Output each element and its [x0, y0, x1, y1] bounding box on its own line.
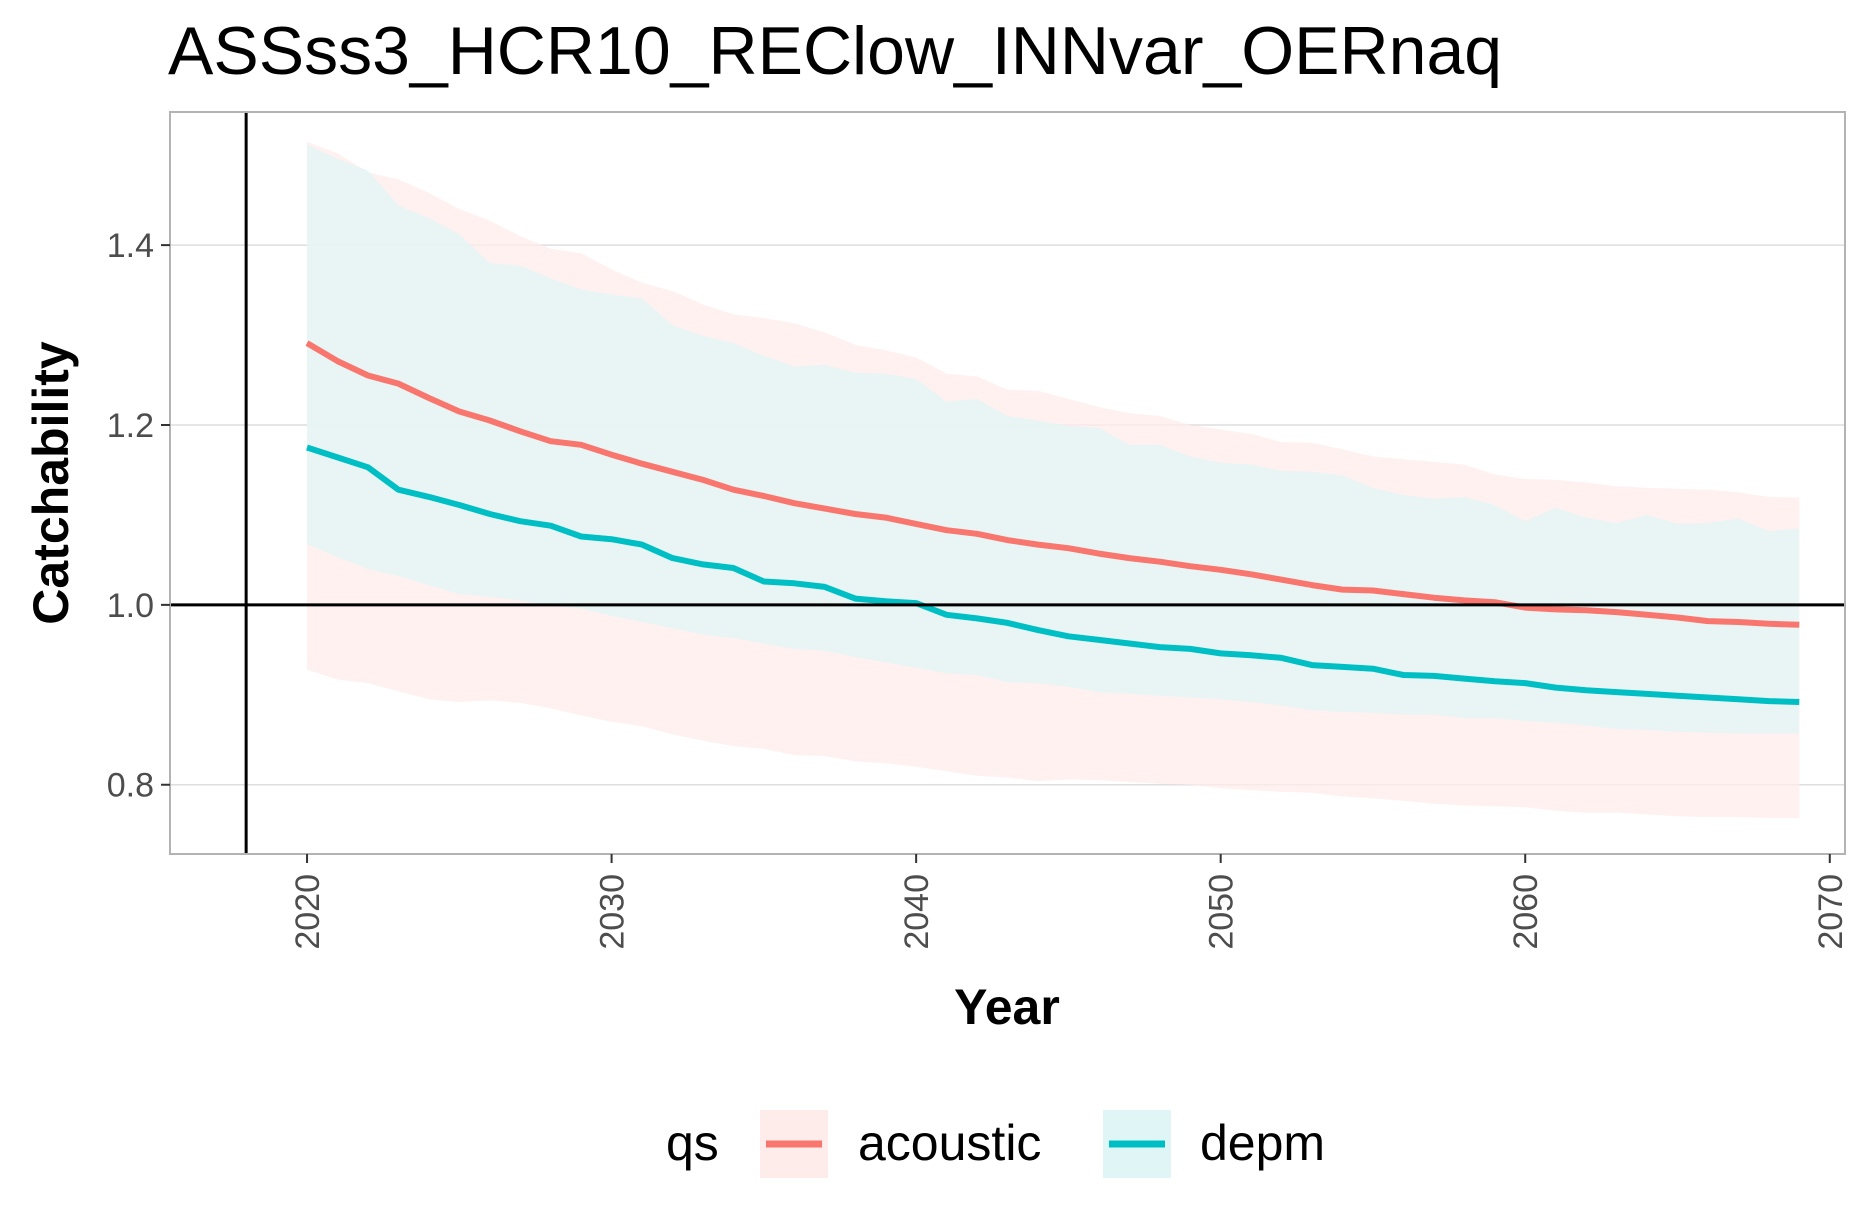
- plot-border: [169, 111, 1846, 855]
- legend-item-depm: depm: [1103, 1110, 1325, 1178]
- legend: qs acoustic depm: [666, 1110, 1325, 1178]
- y-tick-label-0.8: 0.8: [107, 767, 154, 805]
- legend-title: qs: [666, 1115, 719, 1171]
- x-tick-label-2040: 2040: [898, 874, 936, 950]
- y-tick-label-1.0: 1.0: [107, 587, 154, 625]
- y-axis-title: Catchability: [23, 341, 79, 625]
- uncertainty-ribbons: [307, 141, 1800, 818]
- y-tick-label-1.4: 1.4: [107, 227, 154, 265]
- x-tick-label-2020: 2020: [289, 874, 327, 950]
- series-line-depm: [306, 444, 1800, 705]
- x-tick-label-2030: 2030: [594, 874, 632, 950]
- ribbon-depm: [307, 144, 1800, 734]
- x-tick-label-2050: 2050: [1203, 874, 1241, 950]
- x-axis-title: Year: [954, 979, 1060, 1035]
- y-axis-ticks: 0.8 1.0 1.2 1.4: [107, 227, 170, 805]
- series-line-acoustic: [305, 340, 1800, 628]
- y-tick-label-1.2: 1.2: [107, 407, 154, 445]
- chart-title: ASSss3_HCR10_REClow_INNvar_OERnaq: [168, 13, 1502, 89]
- plot-panel: [169, 111, 1846, 855]
- x-tick-label-2060: 2060: [1507, 874, 1545, 950]
- legend-label-depm: depm: [1200, 1115, 1325, 1171]
- legend-item-acoustic: acoustic: [760, 1110, 1041, 1178]
- reference-lines: [170, 112, 1845, 854]
- legend-label-acoustic: acoustic: [858, 1115, 1041, 1171]
- x-tick-label-2070: 2070: [1812, 874, 1850, 950]
- series-lines: [305, 340, 1800, 705]
- x-axis-ticks: 2020 2030 2040 2050 2060 2070: [289, 854, 1850, 950]
